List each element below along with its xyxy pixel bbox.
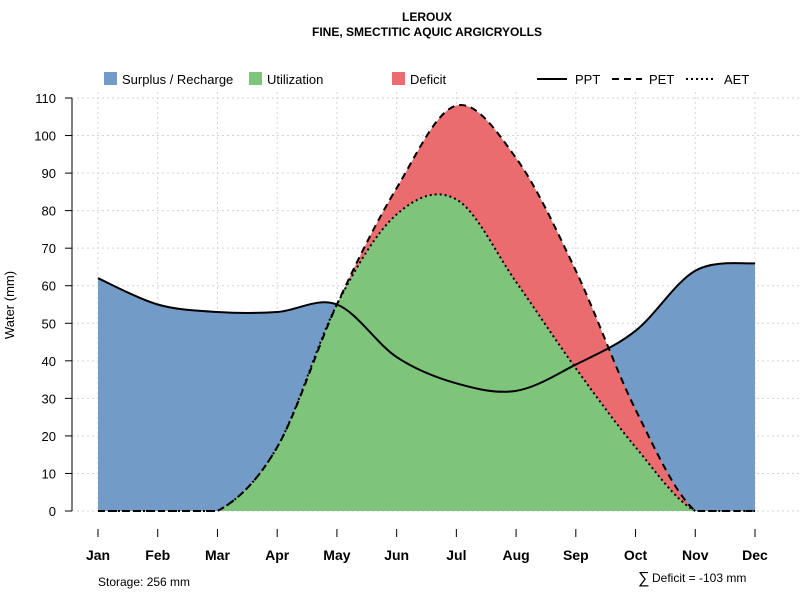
legend-label-deficit: Deficit bbox=[410, 72, 447, 87]
y-tick-label: 70 bbox=[42, 241, 56, 256]
y-tick-label: 110 bbox=[35, 91, 56, 106]
series-line-aet bbox=[98, 193, 755, 512]
y-tick-label: 20 bbox=[42, 429, 56, 444]
y-tick-label: 80 bbox=[42, 204, 56, 219]
y-axis: 0 10 20 30 40 50 60 70 80 90 100 110 bbox=[34, 91, 73, 519]
series-line-ppt bbox=[97, 262, 756, 393]
sum-symbol: ∑ bbox=[638, 570, 649, 587]
x-tick-label: Aug bbox=[502, 547, 529, 563]
deficit-annotation: Deficit = -103 mm bbox=[652, 571, 746, 585]
storage-annotation: Storage: 256 mm bbox=[98, 575, 190, 589]
areas bbox=[98, 104, 755, 512]
y-tick-label: 40 bbox=[42, 354, 56, 369]
x-tick-label: Feb bbox=[145, 547, 170, 563]
y-tick-label: 0 bbox=[49, 504, 56, 519]
y-tick-label: 50 bbox=[42, 316, 56, 331]
legend-swatch-deficit bbox=[392, 72, 405, 85]
legend-label-pet: PET bbox=[649, 72, 674, 87]
x-tick-label: Jun bbox=[384, 547, 409, 563]
x-axis: Jan Feb Mar Apr May Jun Jul Aug Sep Oct Nov Dec bbox=[86, 529, 768, 563]
y-tick-label: 60 bbox=[42, 279, 56, 294]
series-line-pet bbox=[98, 104, 755, 512]
x-tick-label: Dec bbox=[742, 547, 768, 563]
y-axis-label: Water (mm) bbox=[2, 271, 17, 339]
chart-title: LEROUX bbox=[402, 10, 452, 24]
legend-label-utilization: Utilization bbox=[267, 72, 323, 87]
chart-subtitle: FINE, SMECTITIC AQUIC ARGICRYOLLS bbox=[312, 25, 542, 39]
y-tick-label: 90 bbox=[42, 166, 56, 181]
x-tick-label: Jan bbox=[86, 547, 110, 563]
x-tick-label: Apr bbox=[265, 547, 290, 563]
x-tick-label: Jul bbox=[446, 547, 466, 563]
legend-swatch-utilization bbox=[249, 72, 262, 85]
legend-label-ppt: PPT bbox=[575, 72, 600, 87]
series-lines bbox=[97, 104, 756, 512]
x-tick-label: Mar bbox=[205, 547, 230, 563]
y-tick-label: 30 bbox=[42, 391, 56, 406]
legend-swatch-surplus bbox=[104, 72, 117, 85]
x-tick-label: May bbox=[323, 547, 350, 563]
x-tick-label: Nov bbox=[682, 547, 709, 563]
x-tick-label: Sep bbox=[563, 547, 589, 563]
legend-label-aet: AET bbox=[724, 72, 749, 87]
legend: Surplus / Recharge Utilization Deficit P… bbox=[104, 72, 749, 87]
y-tick-label: 100 bbox=[34, 129, 56, 144]
area-utilization bbox=[98, 194, 755, 511]
x-tick-label: Oct bbox=[624, 547, 648, 563]
y-tick-label: 10 bbox=[42, 466, 56, 481]
legend-label-surplus: Surplus / Recharge bbox=[122, 72, 233, 87]
